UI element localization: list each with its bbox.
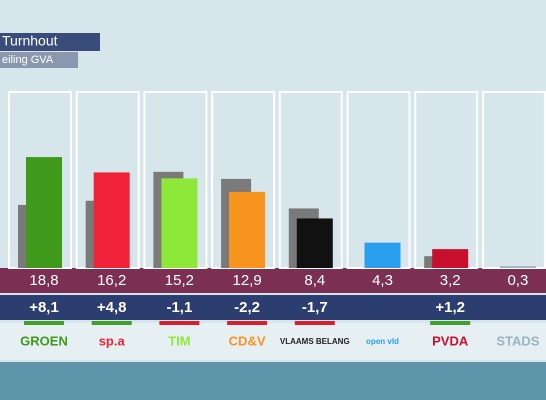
- value-band: [0, 268, 546, 293]
- value-label: 3,2: [440, 272, 461, 289]
- value-label: 0,3: [507, 272, 528, 289]
- value-label: 15,2: [165, 272, 194, 289]
- chart-subtitle: eiling GVA: [2, 54, 54, 66]
- party-logo: sp.a: [99, 333, 126, 348]
- column-frame: [481, 91, 546, 269]
- bar: [296, 218, 333, 268]
- value-label: 18,8: [29, 272, 58, 289]
- party-logo: open vld: [366, 337, 399, 346]
- value-label: 12,9: [232, 272, 261, 289]
- bar: [161, 178, 198, 268]
- change-label: -1,7: [302, 299, 328, 316]
- bar: [499, 266, 536, 268]
- change-band: [0, 295, 546, 320]
- party-logo: STADS: [496, 333, 539, 348]
- change-label: +1,2: [435, 299, 465, 316]
- value-label: 16,2: [97, 272, 126, 289]
- bar: [229, 191, 266, 268]
- party-logo: PVDA: [432, 333, 469, 348]
- bar: [364, 242, 401, 268]
- change-underline: [227, 321, 268, 325]
- party-logo: CD&V: [229, 333, 266, 348]
- logo-band: [0, 323, 546, 360]
- column-frame: [414, 91, 479, 269]
- change-label: -1,1: [166, 299, 192, 316]
- change-underline: [91, 321, 132, 325]
- title-box: [0, 33, 100, 51]
- party-logo: TIM: [168, 333, 190, 348]
- value-label: 4,3: [372, 272, 393, 289]
- bottom-strip: [0, 362, 546, 400]
- party-logo: VLAAMS BELANG: [280, 337, 350, 346]
- subtitle-box: [0, 52, 78, 68]
- change-label: +8,1: [29, 299, 59, 316]
- column-frame: [346, 91, 411, 269]
- change-label: +4,8: [97, 299, 127, 316]
- chart-title: Turnhout: [2, 33, 58, 49]
- change-underline: [24, 321, 64, 325]
- change-underline: [294, 321, 335, 325]
- value-label: 8,4: [304, 272, 325, 289]
- party-logo: GROEN: [20, 333, 68, 348]
- change-underline: [159, 321, 200, 325]
- bar: [432, 249, 469, 268]
- change-underline: [430, 321, 471, 325]
- bar: [26, 157, 62, 268]
- bar: [93, 172, 130, 268]
- change-label: -2,2: [234, 299, 260, 316]
